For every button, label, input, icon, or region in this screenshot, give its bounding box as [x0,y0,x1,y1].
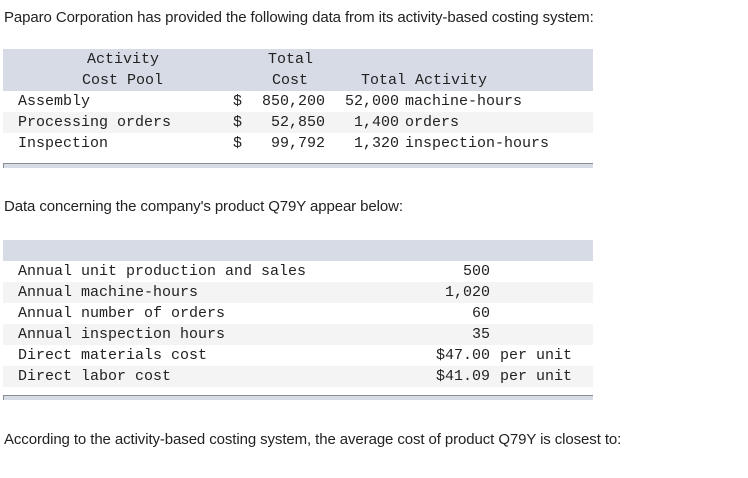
table-row: Annual machine-hours 1,020 [3,282,593,303]
row-label: Annual number of orders [18,305,226,322]
table-row: Inspection $ 99,792 1,320 inspection-hou… [3,133,593,154]
table-row: Direct labor cost $41.09 per unit [3,366,593,387]
row-unit: per unit [500,368,573,385]
product-data-table-footer [3,395,593,400]
pool-cost: 99,792 [270,135,325,152]
currency-symbol: $ [233,114,243,131]
row-value: 60 [471,305,490,322]
table-row: Direct materials cost $47.00 per unit [3,345,593,366]
activity-unit: machine-hours [405,93,523,110]
intro-text: Paparo Corporation has provided the foll… [4,9,594,26]
row-unit: per unit [500,347,573,364]
product-data-table: Annual unit production and sales 500 Ann… [3,240,593,387]
header-activity-line2: Cost Pool [82,72,164,89]
currency-symbol: $ [233,93,243,110]
row-label: Annual unit production and sales [18,263,307,280]
row-value: $47.00 [435,347,490,364]
row-value: $41.09 [435,368,490,385]
table-row: Processing orders $ 52,850 1,400 orders [3,112,593,133]
table-row: Annual unit production and sales 500 [3,261,593,282]
pool-name: Processing orders [18,114,172,131]
header-cost-line2: Cost [272,72,309,89]
table-row: Assembly $ 850,200 52,000 machine-hours [3,91,593,112]
activity-unit: orders [405,114,460,131]
activity-quantity: 52,000 [344,93,399,110]
product-data-table-header [3,240,593,261]
row-label: Annual machine-hours [18,284,199,301]
row-label: Annual inspection hours [18,326,226,343]
pool-name: Inspection [18,135,109,152]
table-row: Annual inspection hours 35 [3,324,593,345]
pool-name: Assembly [18,93,91,110]
cost-pool-table-header: Activity Total Cost Pool Cost Total Acti… [3,49,593,91]
table-row: Annual number of orders 60 [3,303,593,324]
row-value: 1,020 [444,284,490,301]
activity-quantity: 1,400 [353,114,399,131]
cost-pool-table: Activity Total Cost Pool Cost Total Acti… [3,49,593,154]
header-activity-line1: Activity [87,51,160,68]
row-value: 500 [462,263,490,280]
question-text: According to the activity-based costing … [4,431,622,448]
cost-pool-table-footer [3,163,593,168]
row-label: Direct labor cost [18,368,172,385]
pool-cost: 52,850 [270,114,325,131]
header-total-activity: Total Activity [361,72,488,89]
currency-symbol: $ [233,135,243,152]
row-value: 35 [471,326,490,343]
header-cost-line1: Total [268,51,314,68]
activity-quantity: 1,320 [353,135,399,152]
activity-unit: inspection-hours [405,135,550,152]
row-label: Direct materials cost [18,347,208,364]
product-intro-text: Data concerning the company's product Q7… [4,198,403,215]
pool-cost: 850,200 [261,93,325,110]
